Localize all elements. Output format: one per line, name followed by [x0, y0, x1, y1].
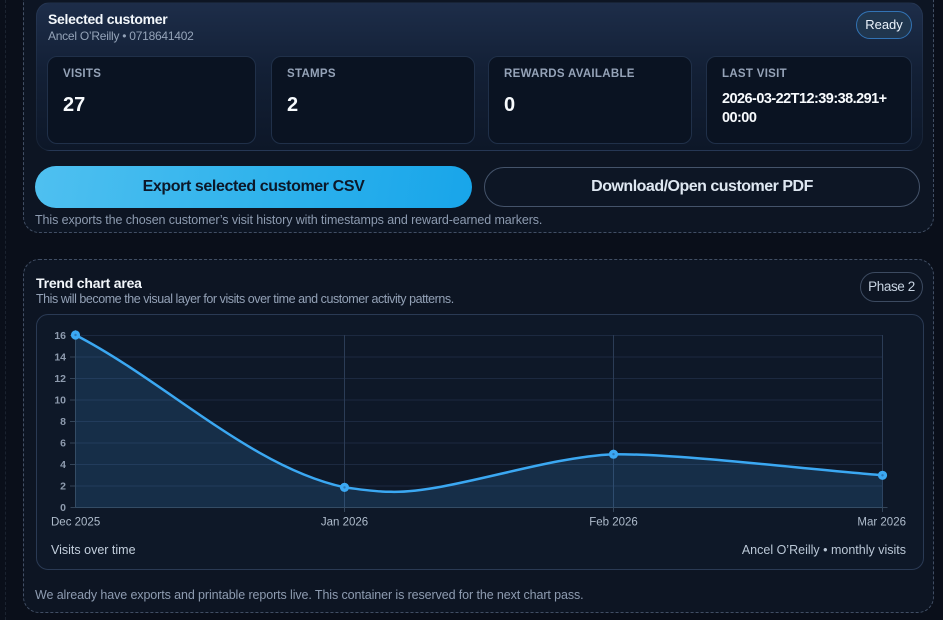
svg-text:Mar 2026: Mar 2026	[857, 517, 906, 529]
svg-text:0: 0	[60, 502, 66, 514]
svg-text:10: 10	[54, 395, 66, 407]
svg-text:2: 2	[60, 481, 66, 493]
svg-text:Feb 2026: Feb 2026	[589, 517, 638, 529]
svg-text:4: 4	[60, 459, 66, 471]
svg-text:Dec 2025: Dec 2025	[51, 517, 100, 529]
svg-text:6: 6	[60, 438, 66, 450]
svg-text:14: 14	[54, 352, 66, 364]
svg-text:16: 16	[54, 330, 66, 342]
svg-text:Jan 2026: Jan 2026	[321, 517, 368, 529]
svg-text:8: 8	[60, 416, 66, 428]
svg-text:12: 12	[54, 373, 66, 385]
